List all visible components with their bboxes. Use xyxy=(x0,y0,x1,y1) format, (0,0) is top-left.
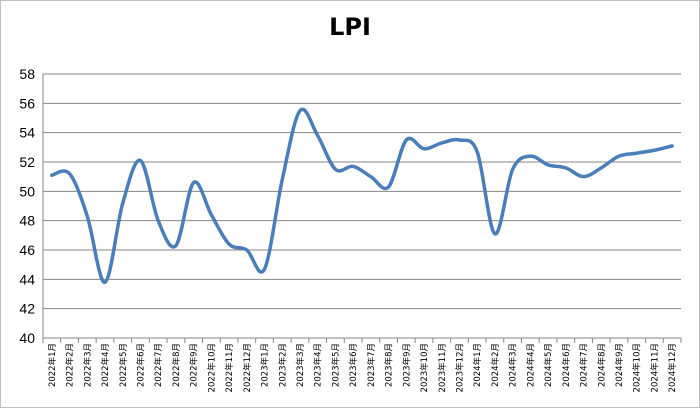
y-tick-label: 46 xyxy=(19,242,35,258)
data-point xyxy=(298,109,301,112)
x-tick-label: 2023年3月 xyxy=(295,343,306,387)
x-tick-label: 2022年4月 xyxy=(100,343,111,387)
data-point xyxy=(86,215,89,218)
x-tick-label: 2023年4月 xyxy=(313,343,324,387)
y-tick-label: 48 xyxy=(19,213,35,229)
data-point xyxy=(50,174,53,177)
x-tick-label: 2022年11月 xyxy=(224,343,235,392)
data-point xyxy=(104,281,107,284)
x-tick-label: 2023年12月 xyxy=(454,343,465,392)
x-tick-label: 2023年2月 xyxy=(277,343,288,387)
x-tick-label: 2022年7月 xyxy=(153,343,164,387)
x-tick-label: 2024年9月 xyxy=(614,343,625,387)
x-tick-label: 2024年2月 xyxy=(490,343,501,387)
x-tick-label: 2022年12月 xyxy=(242,343,253,392)
data-point xyxy=(635,152,638,155)
y-tick-label: 58 xyxy=(19,66,35,82)
x-tick-label: 2023年9月 xyxy=(401,343,412,387)
data-point xyxy=(600,166,603,169)
data-point xyxy=(68,172,71,175)
data-point xyxy=(529,155,532,158)
x-tick-label: 2022年6月 xyxy=(135,343,146,387)
data-point xyxy=(405,139,408,142)
x-tick-label: 2024年3月 xyxy=(508,343,519,387)
x-tick-label: 2023年5月 xyxy=(330,343,341,387)
data-point xyxy=(440,141,443,144)
data-point xyxy=(352,165,355,168)
data-point xyxy=(671,144,674,147)
y-tick-label: 56 xyxy=(19,95,35,111)
data-point xyxy=(493,232,496,235)
data-point xyxy=(210,213,213,216)
data-point xyxy=(228,243,231,246)
data-point xyxy=(245,249,248,252)
y-tick-label: 54 xyxy=(19,125,35,141)
data-point xyxy=(121,202,124,205)
x-tick-label: 2022年10月 xyxy=(206,343,217,392)
data-point xyxy=(564,166,567,169)
x-tick-label: 2022年8月 xyxy=(171,343,182,387)
x-tick-label: 2024年11月 xyxy=(649,343,660,392)
x-tick-label: 2024年5月 xyxy=(543,343,554,387)
data-point xyxy=(334,168,337,171)
data-point xyxy=(387,185,390,188)
x-tick-label: 2022年5月 xyxy=(118,343,129,387)
data-point xyxy=(174,244,177,247)
data-point xyxy=(547,163,550,166)
y-tick-label: 52 xyxy=(19,154,35,170)
x-tick-label: 2023年6月 xyxy=(348,343,359,387)
x-tick-label: 2023年7月 xyxy=(366,343,377,387)
x-tick-label: 2022年2月 xyxy=(65,343,76,387)
data-point xyxy=(263,268,266,271)
y-tick-label: 42 xyxy=(19,301,35,317)
x-tick-label: 2023年1月 xyxy=(260,343,271,387)
chart-title: LPI xyxy=(329,13,371,41)
x-tick-label: 2024年6月 xyxy=(561,343,572,387)
data-point xyxy=(458,139,461,142)
data-point xyxy=(511,168,514,171)
x-tick-label: 2022年3月 xyxy=(82,343,93,387)
data-point xyxy=(423,147,426,150)
y-tick-label: 50 xyxy=(19,183,35,199)
data-point xyxy=(139,159,142,162)
x-tick-label: 2022年9月 xyxy=(189,343,200,387)
x-tick-label: 2024年4月 xyxy=(525,343,536,387)
x-tick-label: 2024年10月 xyxy=(632,343,643,392)
x-tick-label: 2023年10月 xyxy=(419,343,430,392)
x-tick-label: 2023年8月 xyxy=(384,343,395,387)
data-point xyxy=(281,178,284,181)
x-tick-label: 2024年7月 xyxy=(579,343,590,387)
data-point xyxy=(582,175,585,178)
data-point xyxy=(476,150,479,153)
x-tick-label: 2024年1月 xyxy=(472,343,483,387)
x-tick-label: 2023年11月 xyxy=(437,343,448,392)
data-point xyxy=(653,149,656,152)
x-tick-label: 2022年1月 xyxy=(47,343,58,387)
series-line-lpi xyxy=(50,107,674,285)
x-tick-label: 2024年8月 xyxy=(596,343,607,387)
data-point xyxy=(617,155,620,158)
data-point xyxy=(316,134,319,137)
data-point xyxy=(369,175,372,178)
data-point xyxy=(157,219,160,222)
x-tick-label: 2024年12月 xyxy=(667,343,678,392)
y-tick-label: 40 xyxy=(19,330,35,346)
y-tick-label: 44 xyxy=(19,271,35,287)
data-point xyxy=(192,181,195,184)
